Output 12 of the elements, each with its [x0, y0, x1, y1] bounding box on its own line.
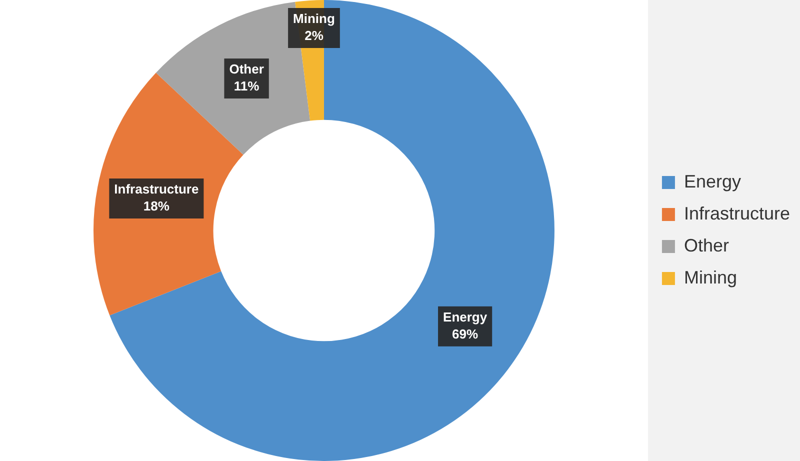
slice-label: Energy	[443, 309, 488, 324]
slice-label: Other	[229, 62, 264, 77]
data-label: 18%	[143, 198, 170, 214]
legend-label: Other	[684, 235, 729, 256]
data-label: 11%	[234, 78, 260, 94]
slice-label: Infrastructure	[114, 182, 199, 197]
legend-label: Energy	[684, 171, 742, 192]
legend-label: Mining	[684, 267, 737, 288]
data-label: 2%	[304, 28, 324, 44]
legend-label: Infrastructure	[684, 203, 790, 224]
slice-label: Mining	[293, 11, 335, 26]
data-label: 69%	[452, 326, 478, 342]
